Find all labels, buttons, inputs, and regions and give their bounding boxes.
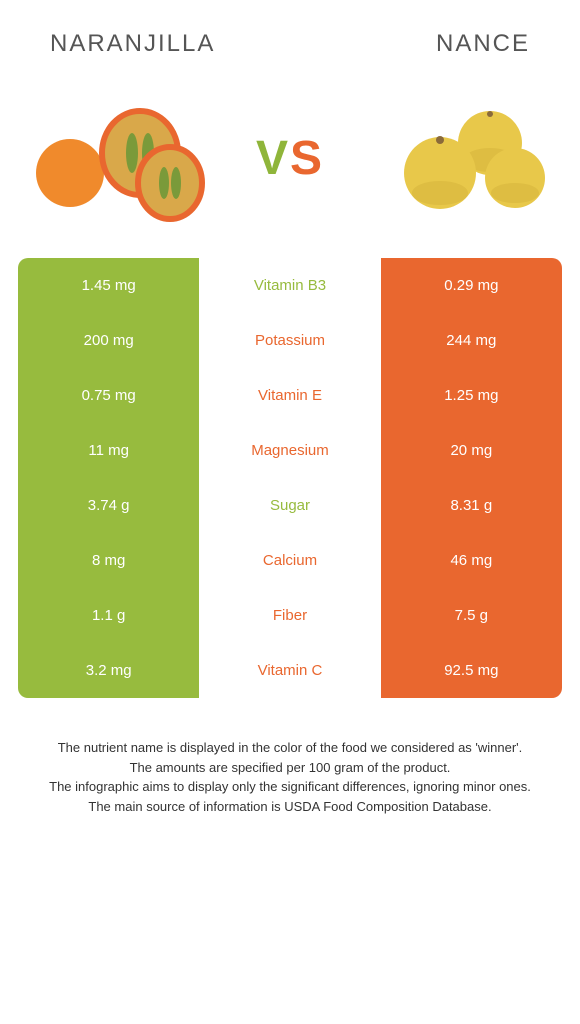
right-value: 0.29 mg (381, 258, 562, 313)
left-value: 1.45 mg (18, 258, 199, 313)
table-row: 11 mgMagnesium20 mg (18, 423, 562, 478)
table-row: 3.74 gSugar8.31 g (18, 478, 562, 533)
nutrient-label: Vitamin B3 (199, 258, 380, 313)
vs-row: VS (0, 78, 580, 258)
footer-line: The infographic aims to display only the… (20, 777, 560, 797)
naranjilla-image (30, 88, 210, 228)
right-value: 1.25 mg (381, 368, 562, 423)
right-value: 244 mg (381, 313, 562, 368)
nutrient-label: Vitamin C (199, 643, 380, 698)
nutrient-label: Potassium (199, 313, 380, 368)
vs-label: VS (256, 131, 324, 186)
right-value: 92.5 mg (381, 643, 562, 698)
table-row: 3.2 mgVitamin C92.5 mg (18, 643, 562, 698)
header: Naranjilla Nance (0, 20, 580, 78)
nutrient-label: Calcium (199, 533, 380, 588)
right-fruit-title: Nance (436, 30, 530, 58)
nutrient-label: Sugar (199, 478, 380, 533)
nutrient-label: Magnesium (199, 423, 380, 478)
table-row: 0.75 mgVitamin E1.25 mg (18, 368, 562, 423)
left-value: 11 mg (18, 423, 199, 478)
left-value: 3.74 g (18, 478, 199, 533)
vs-v: V (256, 132, 290, 185)
left-value: 8 mg (18, 533, 199, 588)
nutrient-table: 1.45 mgVitamin B30.29 mg200 mgPotassium2… (18, 258, 562, 698)
left-fruit-title: Naranjilla (50, 30, 215, 58)
nutrient-label: Fiber (199, 588, 380, 643)
table-row: 8 mgCalcium46 mg (18, 533, 562, 588)
footer-line: The amounts are specified per 100 gram o… (20, 758, 560, 778)
table-row: 1.45 mgVitamin B30.29 mg (18, 258, 562, 313)
right-value: 7.5 g (381, 588, 562, 643)
table-row: 200 mgPotassium244 mg (18, 313, 562, 368)
nance-image (370, 88, 550, 228)
footer-line: The nutrient name is displayed in the co… (20, 738, 560, 758)
vs-s: S (290, 132, 324, 185)
nutrient-label: Vitamin E (199, 368, 380, 423)
footer-notes: The nutrient name is displayed in the co… (0, 698, 580, 816)
footer-line: The main source of information is USDA F… (20, 797, 560, 817)
right-value: 20 mg (381, 423, 562, 478)
left-value: 200 mg (18, 313, 199, 368)
left-value: 3.2 mg (18, 643, 199, 698)
left-value: 1.1 g (18, 588, 199, 643)
table-row: 1.1 gFiber7.5 g (18, 588, 562, 643)
left-value: 0.75 mg (18, 368, 199, 423)
right-value: 8.31 g (381, 478, 562, 533)
right-value: 46 mg (381, 533, 562, 588)
